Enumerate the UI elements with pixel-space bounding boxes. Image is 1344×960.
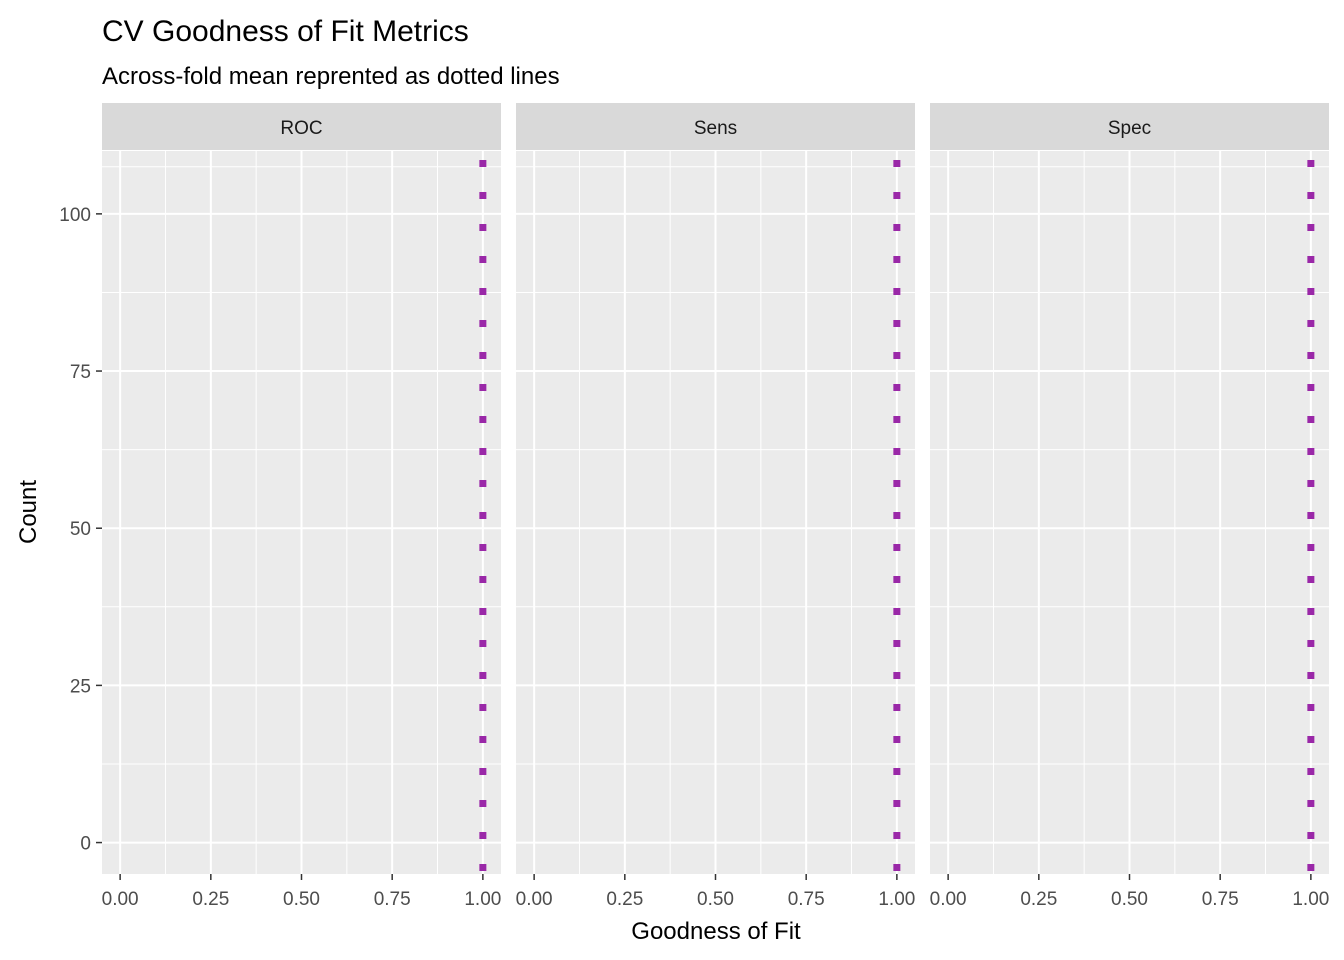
chart-subtitle: Across-fold mean reprented as dotted lin…: [102, 63, 560, 90]
x-tick-label: 0.50: [697, 889, 734, 910]
x-tick-label: 0.00: [930, 889, 967, 910]
facet-strip: [930, 103, 1329, 150]
x-tick-label: 0.75: [1202, 889, 1239, 910]
y-tick-label: 0: [80, 834, 91, 855]
x-tick-label: 0.75: [374, 889, 411, 910]
facet-roc: ROC 0.00 0.25 0.50 0.75 1.00: [102, 103, 501, 910]
x-tick-label: 0.75: [788, 889, 825, 910]
facet-strip-label: Sens: [694, 118, 737, 139]
y-tick-label: 50: [70, 519, 91, 540]
chart-title: CV Goodness of Fit Metrics: [102, 15, 469, 48]
x-tick-label: 1.00: [1292, 889, 1329, 910]
x-tick-label: 0.50: [1111, 889, 1148, 910]
facet-panels: ROC 0.00 0.25 0.50 0.75 1.00 Sens 0.00 0.25 0.50 0…: [102, 103, 1329, 910]
y-axis-title: Count: [15, 480, 42, 544]
facet-strip: [102, 103, 501, 150]
y-axis: 0 25 50 75 100: [59, 205, 102, 855]
x-tick-label: 0.25: [1020, 889, 1057, 910]
facet-strip-label: ROC: [280, 118, 322, 139]
facet-sens: Sens 0.00 0.25 0.50 0.75 1.00: [516, 103, 915, 910]
x-tick-label: 1.00: [878, 889, 915, 910]
y-tick-label: 100: [59, 205, 91, 226]
facet-strip: [516, 103, 915, 150]
x-tick-label: 0.50: [283, 889, 320, 910]
y-tick-label: 25: [70, 676, 91, 697]
facet-strip-label: Spec: [1108, 118, 1151, 139]
x-tick-label: 0.00: [516, 889, 553, 910]
y-tick-label: 75: [70, 362, 91, 383]
x-tick-label: 1.00: [464, 889, 501, 910]
x-tick-label: 0.25: [192, 889, 229, 910]
x-tick-label: 0.25: [606, 889, 643, 910]
x-axis-title: Goodness of Fit: [631, 918, 801, 945]
x-tick-label: 0.00: [102, 889, 139, 910]
facet-spec: Spec 0.00 0.25 0.50 0.75 1.00: [930, 103, 1329, 910]
